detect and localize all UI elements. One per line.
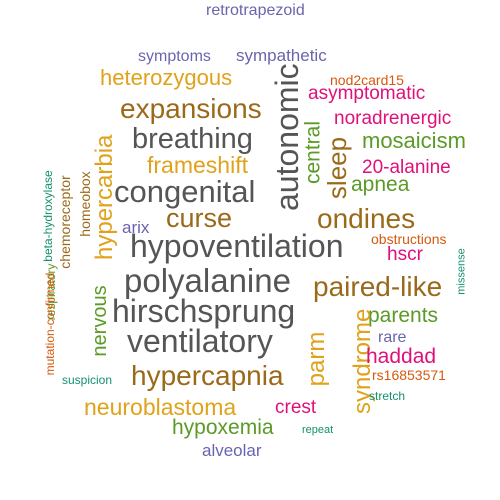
- word-curse: curse: [166, 203, 233, 233]
- word-alveolar: alveolar: [202, 441, 262, 460]
- word-ventilatory: ventilatory: [127, 323, 273, 359]
- word-breathing: breathing: [132, 123, 253, 155]
- word-frameshift: frameshift: [147, 152, 248, 178]
- word-autonomic: autonomic: [269, 63, 305, 211]
- word-paired-like: paired-like: [313, 271, 443, 302]
- word-central: central: [301, 120, 325, 185]
- word-missense: missense: [455, 248, 468, 295]
- word-neuroblastoma: neuroblastoma: [84, 394, 237, 420]
- word-congenital: congenital: [114, 174, 256, 209]
- word-obstructions: obstructions: [371, 231, 447, 247]
- word-nod2card15: nod2card15: [330, 72, 404, 88]
- word-sleep: sleep: [322, 136, 352, 200]
- word-rs16853571: rs16853571: [372, 367, 446, 383]
- word-hypercapnia: hypercapnia: [131, 360, 284, 391]
- word-stretch: stretch: [369, 389, 406, 403]
- word-parents: parents: [368, 304, 439, 327]
- word-hypoventilation: hypoventilation: [130, 228, 344, 264]
- word-20-alanine: 20-alanine: [362, 157, 451, 178]
- word-suspicion: suspicion: [62, 373, 113, 387]
- word-heterozygous: heterozygous: [100, 65, 233, 90]
- word-hypoxemia: hypoxemia: [172, 416, 274, 439]
- word-rare: rare: [378, 329, 407, 346]
- word-symptoms: symptoms: [138, 48, 211, 65]
- word-hypercarbia: hypercarbia: [91, 134, 118, 260]
- word-parm: parm: [303, 331, 330, 387]
- word-ondines: ondines: [317, 203, 416, 234]
- word-apnea: apnea: [351, 173, 410, 196]
- word-mutation-confirmed: mutation-confirmed: [43, 272, 57, 376]
- word-homeobox: homeobox: [77, 171, 93, 237]
- word-retrotrapezoid: retrotrapezoid: [206, 2, 305, 19]
- word-hscr: hscr: [387, 244, 423, 265]
- word-nervous: nervous: [89, 285, 111, 357]
- word-mosaicism: mosaicism: [362, 128, 466, 153]
- word-chemoreceptor: chemoreceptor: [57, 175, 73, 269]
- word-polyalanine: polyalanine: [124, 262, 291, 299]
- word-arix: arix: [122, 218, 150, 237]
- word-haddad: haddad: [366, 345, 437, 368]
- word-repeat: repeat: [302, 424, 334, 436]
- word-crest: crest: [275, 397, 317, 418]
- word-hirschsprung: hirschsprung: [112, 293, 296, 329]
- word-asymptomatic: asymptomatic: [308, 83, 426, 104]
- word-sympathetic: sympathetic: [236, 46, 327, 65]
- word-noradrenergic: noradrenergic: [334, 108, 452, 129]
- word-expansions: expansions: [120, 93, 262, 124]
